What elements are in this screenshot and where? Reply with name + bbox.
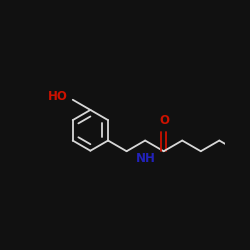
Text: NH: NH bbox=[136, 152, 156, 165]
Text: O: O bbox=[160, 114, 170, 127]
Text: HO: HO bbox=[48, 90, 68, 103]
